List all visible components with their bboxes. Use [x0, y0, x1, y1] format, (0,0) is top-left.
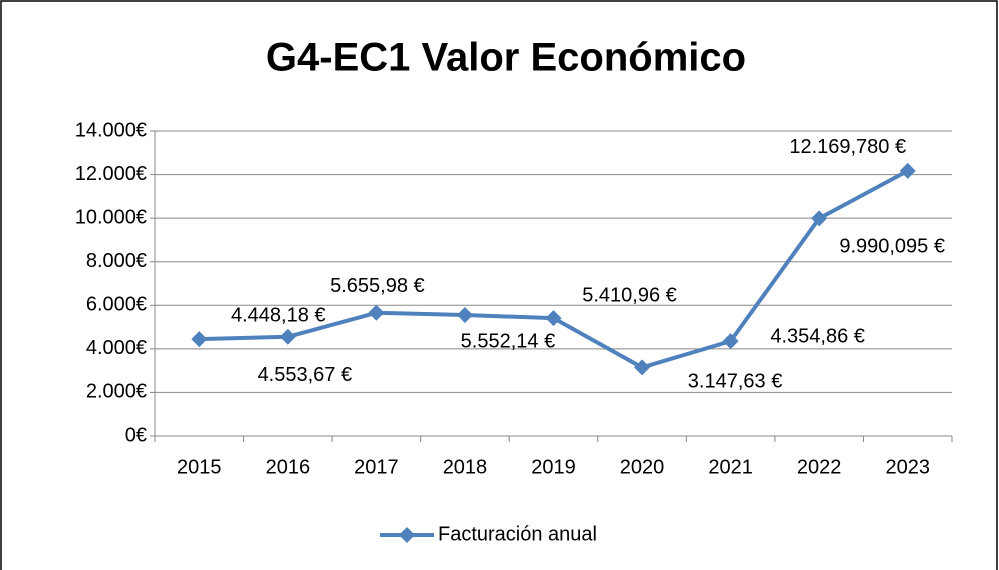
- data-label: 3.147,63 €: [688, 371, 783, 393]
- x-tick-label: 2016: [266, 456, 311, 478]
- y-tick-label: 4.000€: [86, 337, 147, 359]
- data-point: [545, 310, 562, 327]
- data-label: 4.448,18 €: [231, 304, 326, 326]
- data-point: [899, 162, 916, 179]
- y-tick-label: 14.000€: [75, 119, 147, 141]
- data-point: [811, 210, 828, 227]
- x-tick-label: 2019: [531, 456, 576, 478]
- y-tick-label: 10.000€: [75, 206, 147, 228]
- data-point: [279, 328, 296, 345]
- chart-title: G4-EC1 Valor Económico: [266, 36, 746, 80]
- y-tick-label: 6.000€: [86, 294, 147, 316]
- y-tick-label: 2.000€: [86, 381, 147, 403]
- data-point: [722, 333, 739, 350]
- x-tick-label: 2015: [177, 456, 222, 478]
- y-tick-label: 12.000€: [75, 163, 147, 185]
- legend-marker: [399, 527, 415, 543]
- data-label: 12.169,780 €: [789, 136, 906, 158]
- data-point: [191, 331, 208, 348]
- x-tick-label: 2022: [797, 456, 842, 478]
- data-label: 5.655,98 €: [330, 275, 425, 297]
- y-tick-label: 0€: [125, 424, 147, 446]
- data-label: 4.354,86 €: [770, 325, 865, 347]
- x-tick-label: 2021: [708, 456, 753, 478]
- data-label: 5.410,96 €: [582, 284, 677, 306]
- data-point: [456, 307, 473, 324]
- legend-label: Facturación anual: [438, 523, 597, 545]
- data-label: 5.552,14 €: [461, 330, 556, 352]
- y-tick-label: 8.000€: [86, 250, 147, 272]
- x-tick-label: 2023: [885, 456, 930, 478]
- data-point: [368, 304, 385, 321]
- x-tick-label: 2017: [354, 456, 399, 478]
- data-label: 4.553,67 €: [258, 364, 353, 386]
- x-tick-label: 2018: [443, 456, 488, 478]
- data-point: [634, 359, 651, 376]
- x-tick-label: 2020: [620, 456, 665, 478]
- data-label: 9.990,095 €: [839, 236, 945, 258]
